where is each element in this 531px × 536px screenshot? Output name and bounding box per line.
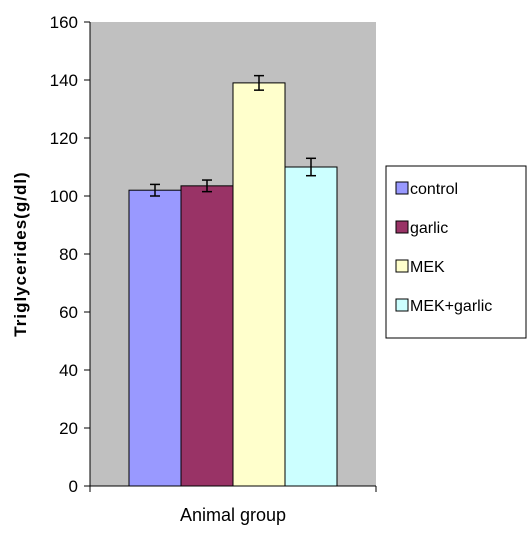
bar: [128, 189, 182, 487]
bar: [180, 185, 234, 487]
y-tick-label: 160: [50, 13, 78, 32]
bar: [284, 166, 338, 487]
y-tick-label: 120: [50, 129, 78, 148]
y-tick-label: 60: [59, 303, 78, 322]
y-tick-label: 140: [50, 71, 78, 90]
legend-swatch: [395, 181, 409, 195]
legend-label: MEK: [410, 259, 445, 276]
legend-label: MEK+garlic: [410, 298, 492, 315]
x-axis-title: Animal group: [180, 505, 286, 525]
y-axis-title: Triglycerides(g/dl): [11, 171, 30, 336]
y-tick-label: 100: [50, 187, 78, 206]
legend-swatch: [395, 298, 409, 312]
legend-box: [385, 165, 527, 339]
legend-swatch: [395, 220, 409, 234]
bar: [232, 82, 286, 487]
y-tick-label: 0: [69, 477, 78, 496]
y-tick-label: 80: [59, 245, 78, 264]
legend-swatch: [395, 259, 409, 273]
legend-label: control: [410, 181, 458, 198]
legend-label: garlic: [410, 220, 448, 237]
y-tick-label: 40: [59, 361, 78, 380]
y-tick-label: 20: [59, 419, 78, 438]
legend: control garlic MEK MEK+garlic: [385, 165, 527, 339]
